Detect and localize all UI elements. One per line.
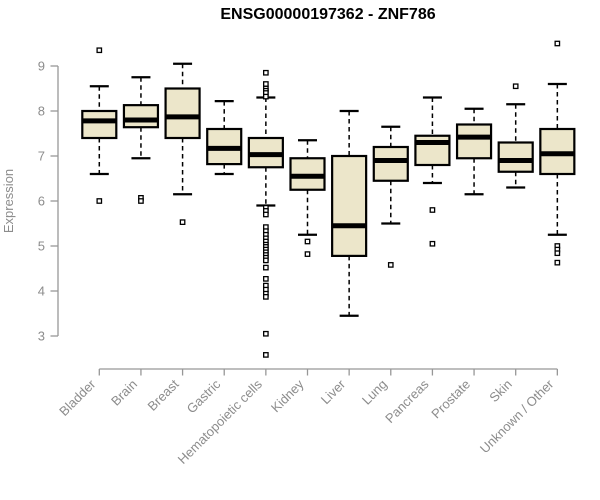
- box-group-breast: [164, 62, 201, 225]
- iqr-box: [372, 145, 409, 182]
- x-category-label: Bladder: [56, 376, 99, 419]
- iqr-box: [455, 123, 493, 160]
- x-category-label: Unknown / Other: [477, 376, 557, 456]
- box-group-brain: [122, 76, 160, 204]
- outlier-point: [554, 40, 561, 47]
- outlier-point: [263, 330, 269, 337]
- box-group-pancreas: [414, 96, 451, 247]
- outlier-point: [387, 262, 394, 268]
- x-category-label: Kidney: [268, 376, 307, 415]
- x-category-label: Liver: [318, 376, 349, 407]
- outlier-point: [138, 198, 144, 204]
- chart-title: ENSG00000197362 - ZNF786: [220, 6, 436, 23]
- iqr-box: [164, 87, 201, 140]
- outlier-point: [304, 251, 311, 257]
- x-category-label: Prostate: [428, 377, 473, 422]
- y-tick-label: 8: [38, 104, 45, 119]
- box-group-bladder: [81, 47, 118, 204]
- outlier-point: [512, 83, 519, 90]
- outlier-point: [96, 47, 103, 54]
- outlier-point: [429, 240, 436, 247]
- outlier-point: [304, 238, 311, 245]
- box-group-prostate: [455, 107, 493, 196]
- y-tick-label: 6: [38, 194, 45, 209]
- iqr-box: [331, 154, 368, 258]
- y-tick-label: 4: [38, 284, 45, 299]
- x-category-label: Brain: [108, 377, 140, 409]
- outlier-point: [96, 198, 103, 204]
- x-category-label: Lung: [359, 377, 390, 408]
- x-category-label: Breast: [145, 376, 182, 413]
- box-group-skin: [497, 83, 534, 189]
- x-category-label: Skin: [486, 377, 514, 405]
- outlier-point: [429, 207, 436, 213]
- box-group-liver: [331, 109, 368, 317]
- outlier-point: [263, 81, 269, 87]
- x-category-label: Pancreas: [382, 376, 432, 426]
- box-group-gastric: [206, 99, 243, 176]
- outlier-point: [263, 275, 269, 282]
- box-group-lung: [372, 125, 409, 268]
- iqr-box: [122, 104, 160, 129]
- outlier-point: [263, 293, 269, 300]
- outlier-point: [263, 211, 269, 218]
- outlier-point: [554, 250, 561, 257]
- iqr-box: [81, 109, 118, 140]
- box-group-hematopoietic-cells: [247, 69, 284, 358]
- iqr-box: [497, 141, 534, 173]
- box-group-unknown-other: [539, 40, 576, 266]
- outlier-point: [263, 69, 269, 76]
- outlier-point: [263, 352, 269, 358]
- outlier-point: [263, 264, 269, 271]
- box-group-kidney: [289, 139, 326, 257]
- outlier-point: [263, 93, 269, 100]
- outlier-point: [179, 219, 186, 225]
- y-tick-label: 5: [38, 239, 45, 254]
- outlier-point: [554, 259, 561, 266]
- y-tick-label: 7: [38, 149, 45, 164]
- y-tick-label: 9: [38, 59, 45, 74]
- x-category-label: Gastric: [184, 376, 224, 416]
- y-axis-label: Expression: [1, 169, 16, 233]
- outlier-point: [263, 257, 269, 264]
- y-tick-label: 3: [38, 329, 45, 344]
